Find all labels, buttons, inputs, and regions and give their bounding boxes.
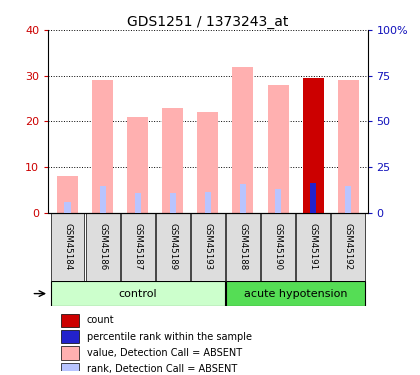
- Bar: [310, 183, 316, 213]
- Text: rank, Detection Call = ABSENT: rank, Detection Call = ABSENT: [87, 364, 237, 374]
- Bar: [57, 176, 78, 213]
- Bar: [61, 346, 79, 360]
- Bar: [127, 117, 148, 213]
- Bar: [156, 213, 190, 281]
- Text: GSM45188: GSM45188: [239, 224, 247, 271]
- Text: count: count: [87, 315, 114, 326]
- Bar: [261, 213, 295, 281]
- Bar: [170, 193, 176, 213]
- Bar: [51, 281, 225, 306]
- Bar: [331, 213, 365, 281]
- Bar: [240, 184, 246, 213]
- Bar: [205, 192, 211, 213]
- Text: GSM45189: GSM45189: [168, 224, 177, 270]
- Bar: [86, 213, 120, 281]
- Text: percentile rank within the sample: percentile rank within the sample: [87, 332, 252, 342]
- Bar: [232, 66, 254, 213]
- Bar: [226, 281, 365, 306]
- Text: GSM45190: GSM45190: [273, 224, 283, 270]
- Bar: [302, 78, 324, 213]
- Text: GSM45187: GSM45187: [133, 224, 142, 271]
- Bar: [92, 80, 113, 213]
- Bar: [226, 213, 260, 281]
- Bar: [345, 186, 352, 213]
- Bar: [51, 213, 84, 281]
- Text: GSM45193: GSM45193: [203, 224, 213, 270]
- Bar: [100, 186, 106, 213]
- Bar: [338, 80, 359, 213]
- Title: GDS1251 / 1373243_at: GDS1251 / 1373243_at: [127, 15, 289, 29]
- Text: GSM45184: GSM45184: [63, 224, 72, 271]
- Bar: [61, 330, 79, 343]
- Text: GSM45191: GSM45191: [309, 224, 318, 270]
- Bar: [134, 193, 141, 213]
- Text: control: control: [118, 289, 157, 298]
- Bar: [121, 213, 155, 281]
- Text: acute hypotension: acute hypotension: [244, 289, 347, 298]
- Text: value, Detection Call = ABSENT: value, Detection Call = ABSENT: [87, 348, 242, 358]
- Bar: [296, 213, 330, 281]
- Bar: [61, 363, 79, 375]
- Bar: [162, 108, 184, 213]
- Text: GSM45186: GSM45186: [98, 224, 107, 271]
- Bar: [197, 112, 218, 213]
- Bar: [61, 314, 79, 327]
- Bar: [64, 202, 71, 213]
- Bar: [268, 85, 289, 213]
- Bar: [191, 213, 225, 281]
- Bar: [275, 189, 281, 213]
- Text: GSM45192: GSM45192: [344, 224, 353, 270]
